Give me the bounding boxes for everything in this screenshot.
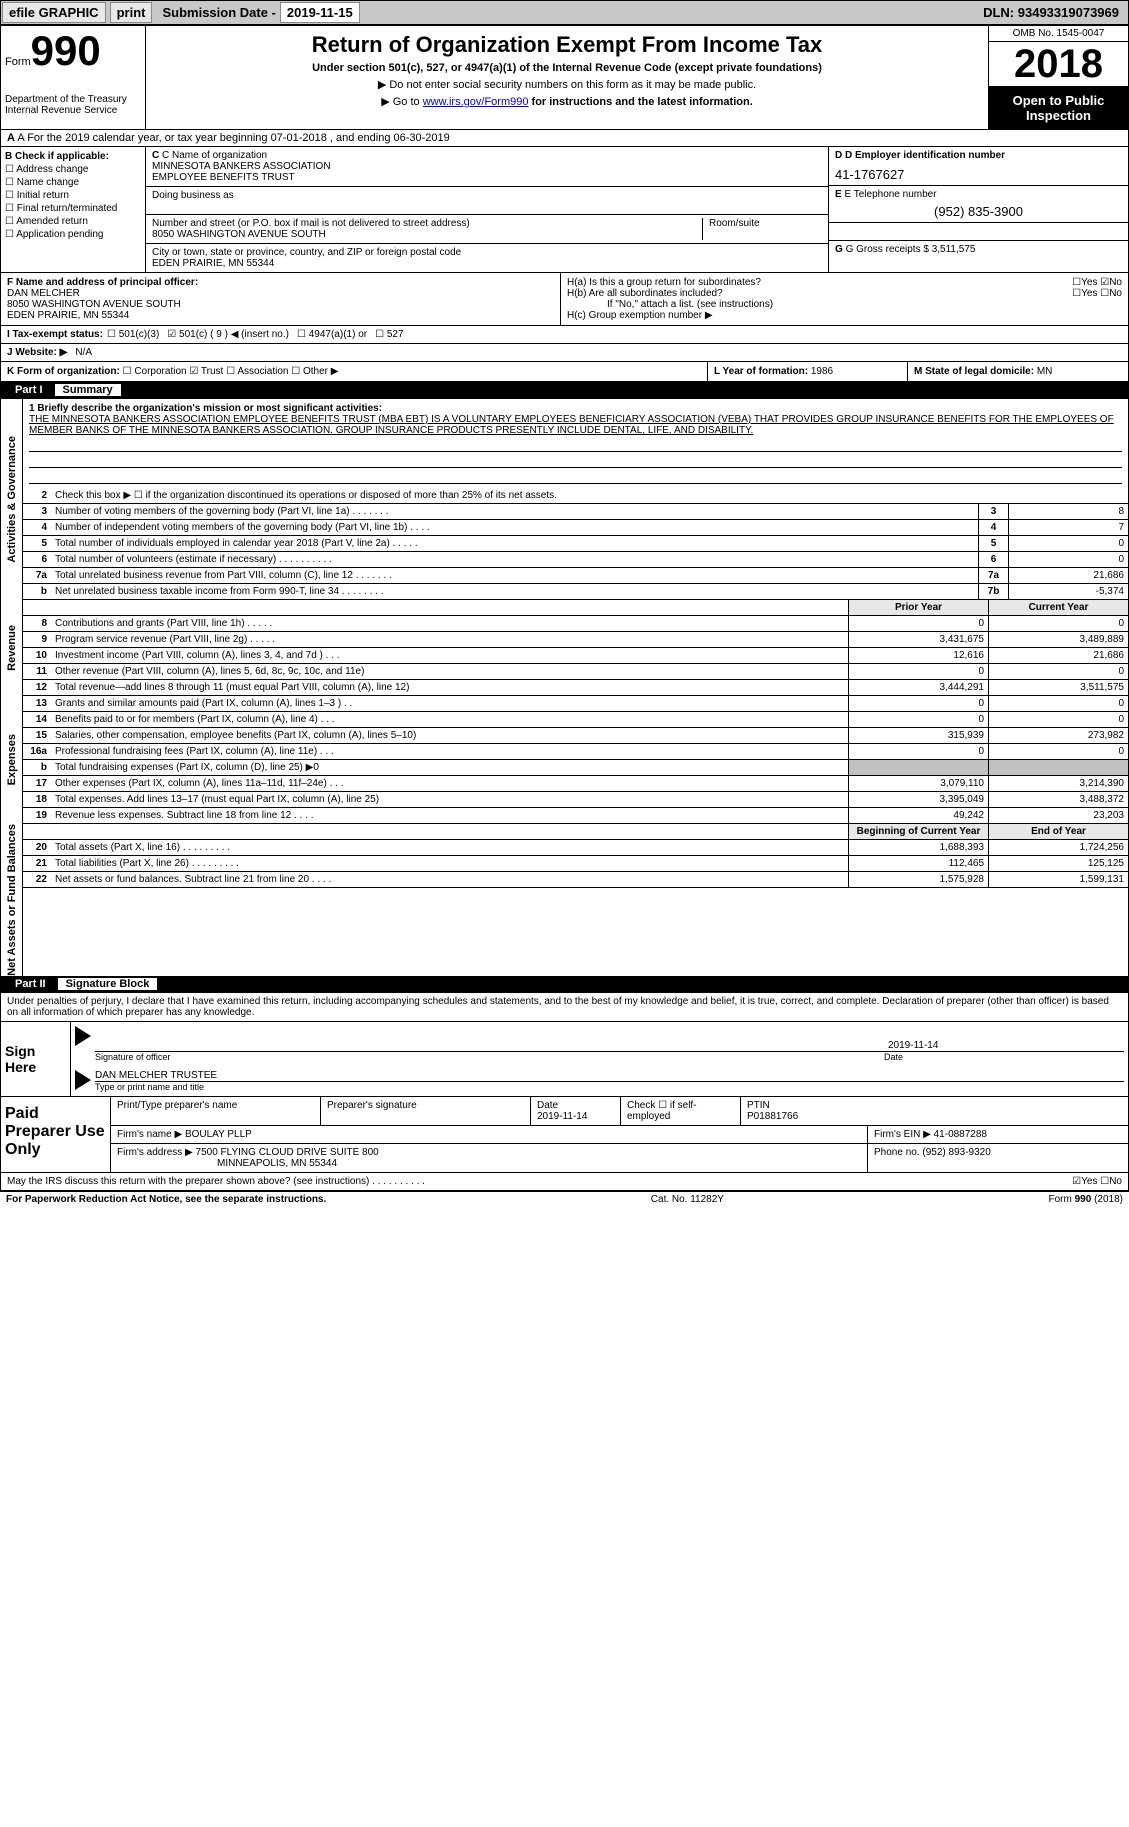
section-b-to-g: B Check if applicable: Address change Na… (1, 147, 1128, 273)
line3-val: 8 (1008, 504, 1128, 519)
e-label: E Telephone number (844, 189, 936, 200)
addr-label: Number and street (or P.O. box if mail i… (152, 218, 702, 229)
year-formed: 1986 (811, 366, 833, 377)
tax-year: 2018 (989, 42, 1128, 87)
submission-date: 2019-11-15 (280, 2, 360, 23)
irs-link[interactable]: www.irs.gov/Form990 (423, 96, 529, 108)
revenue: Revenue Prior YearCurrent Year 8Contribu… (1, 600, 1128, 696)
topbar: efile GRAPHIC print Submission Date - 20… (0, 0, 1129, 25)
officer-city: EDEN PRAIRIE, MN 55344 (7, 310, 554, 321)
part1-header: Part ISummary (1, 382, 1128, 399)
header-mid: Return of Organization Exempt From Incom… (146, 26, 988, 129)
col-d-e-g: D D Employer identification number 41-17… (828, 147, 1128, 272)
print-btn[interactable]: print (110, 2, 153, 23)
g-label: G Gross receipts $ (846, 244, 929, 255)
efile-btn[interactable]: efile GRAPHIC (2, 2, 106, 23)
org-name-1: MINNESOTA BANKERS ASSOCIATION (152, 161, 822, 172)
line5-val: 0 (1008, 536, 1128, 551)
discuss-row: May the IRS discuss this return with the… (1, 1173, 1128, 1191)
hb-note: If "No," attach a list. (see instruction… (567, 299, 1122, 310)
note-ssn: ▶ Do not enter social security numbers o… (154, 78, 980, 91)
officer-addr: 8050 WASHINGTON AVENUE SOUTH (7, 299, 554, 310)
phone: (952) 835-3900 (835, 204, 1122, 219)
city: EDEN PRAIRIE, MN 55344 (152, 258, 822, 269)
line2: Check this box ▶ ☐ if the organization d… (51, 488, 1128, 503)
paid-preparer: Paid Preparer Use Only Print/Type prepar… (1, 1097, 1128, 1173)
expenses: Expenses 13Grants and similar amounts pa… (1, 696, 1128, 824)
mission-text: THE MINNESOTA BANKERS ASSOCIATION EMPLOY… (29, 414, 1122, 436)
open-public: Open to Public Inspection (989, 87, 1128, 129)
dba-label: Doing business as (152, 190, 822, 201)
header-row: Form990 Department of the Treasury Inter… (1, 26, 1128, 130)
line-a: A A For the 2019 calendar year, or tax y… (1, 130, 1128, 147)
sign-here: Sign Here 2019-11-14 Signature of office… (1, 1022, 1128, 1097)
row-i: I Tax-exempt status: ☐ 501(c)(3) ☑ 501(c… (1, 326, 1128, 344)
chk-final[interactable]: Final return/terminated (5, 203, 141, 214)
dept: Department of the Treasury Internal Reve… (5, 94, 141, 116)
firm-ein: 41-0887288 (934, 1129, 987, 1140)
net-assets: Net Assets or Fund Balances Beginning of… (1, 824, 1128, 976)
line4-val: 7 (1008, 520, 1128, 535)
line6-val: 0 (1008, 552, 1128, 567)
penalty-text: Under penalties of perjury, I declare th… (1, 993, 1128, 1022)
part2-header: Part IISignature Block (1, 976, 1128, 993)
firm-addr2: MINNEAPOLIS, MN 55344 (217, 1158, 337, 1169)
signer-name: DAN MELCHER TRUSTEE (95, 1070, 1124, 1082)
row-f-h: F Name and address of principal officer:… (1, 273, 1128, 326)
c-label: C C Name of organization (152, 150, 822, 161)
omb: OMB No. 1545-0047 (989, 26, 1128, 42)
hc-label: H(c) Group exemption number ▶ (567, 310, 1122, 321)
ptin: P01881766 (747, 1111, 798, 1122)
city-label: City or town, state or province, country… (152, 247, 822, 258)
vside-ag: Activities & Governance (6, 436, 18, 563)
form-number: 990 (31, 27, 101, 74)
form-word: Form (5, 56, 31, 68)
row-k-l-m: K Form of organization: ☐ Corporation ☑ … (1, 362, 1128, 382)
row-j: J Website: ▶ N/A (1, 344, 1128, 362)
form-subtitle: Under section 501(c), 527, or 4947(a)(1)… (154, 62, 980, 74)
chk-address[interactable]: Address change (5, 164, 141, 175)
note-link: ▶ Go to www.irs.gov/Form990 for instruct… (154, 95, 980, 108)
header-left: Form990 Department of the Treasury Inter… (1, 26, 146, 129)
vside-exp: Expenses (6, 734, 18, 785)
ha-label: H(a) Is this a group return for subordin… (567, 277, 1072, 288)
domicile: MN (1037, 366, 1053, 377)
org-name-2: EMPLOYEE BENEFITS TRUST (152, 172, 822, 183)
submission-date-label: Submission Date - (162, 5, 275, 20)
col-c: C C Name of organization MINNESOTA BANKE… (146, 147, 828, 272)
arrow-icon (75, 1026, 91, 1046)
ein: 41-1767627 (835, 167, 1122, 182)
firm-addr1: 7500 FLYING CLOUD DRIVE SUITE 800 (196, 1147, 379, 1158)
arrow-icon (75, 1070, 91, 1090)
vside-rev: Revenue (6, 625, 18, 671)
vside-na: Net Assets or Fund Balances (6, 824, 18, 976)
col-b: B Check if applicable: Address change Na… (1, 147, 146, 272)
firm-phone: (952) 893-9320 (922, 1147, 990, 1158)
dln: DLN: 93493319073969 (983, 5, 1127, 20)
footer: For Paperwork Reduction Act Notice, see … (0, 1192, 1129, 1207)
form-title: Return of Organization Exempt From Incom… (154, 32, 980, 58)
activities-governance: Activities & Governance 1 Briefly descri… (1, 399, 1128, 600)
d-label: D Employer identification number (845, 150, 1005, 161)
page: Form990 Department of the Treasury Inter… (0, 25, 1129, 1192)
hb-label: H(b) Are all subordinates included? (567, 288, 1072, 299)
chk-amended[interactable]: Amended return (5, 216, 141, 227)
line7a-val: 21,686 (1008, 568, 1128, 583)
line7b-val: -5,374 (1008, 584, 1128, 599)
website: N/A (75, 347, 92, 358)
firm-name: BOULAY PLLP (185, 1129, 252, 1140)
header-right: OMB No. 1545-0047 2018 Open to Public In… (988, 26, 1128, 129)
officer-name: DAN MELCHER (7, 288, 554, 299)
suite-label: Room/suite (709, 218, 822, 229)
chk-initial[interactable]: Initial return (5, 190, 141, 201)
chk-name[interactable]: Name change (5, 177, 141, 188)
street-address: 8050 WASHINGTON AVENUE SOUTH (152, 229, 702, 240)
gross-receipts: 3,511,575 (932, 244, 976, 255)
chk-pending[interactable]: Application pending (5, 229, 141, 240)
